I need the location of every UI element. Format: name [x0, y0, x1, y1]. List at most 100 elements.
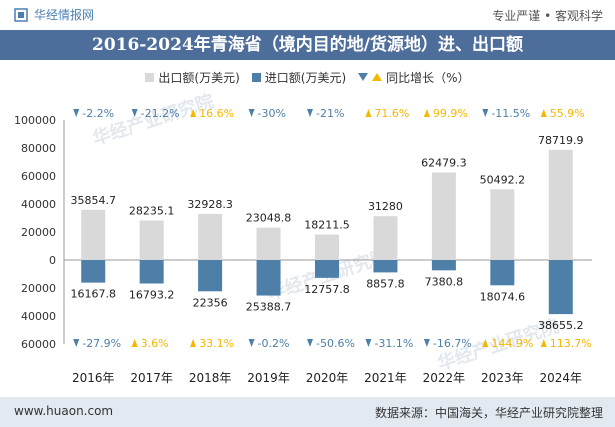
legend-swatch-export: [145, 72, 155, 82]
export-value-label: 35854.7: [70, 194, 116, 207]
x-tick-label: 2024年: [540, 371, 583, 385]
export-bar: [490, 189, 515, 260]
export-bar: [315, 234, 339, 260]
growth-down-icon: [73, 339, 80, 347]
import-growth-label: -16.7%: [433, 337, 472, 350]
y-tick-label: 60000: [21, 338, 56, 351]
export-value-label: 23048.8: [246, 212, 292, 225]
legend-label-import: 进口额(万美元): [264, 70, 347, 85]
export-growth-label: -21%: [316, 107, 344, 120]
import-bar: [139, 260, 164, 284]
legend-item-export: 出口额(万美元): [145, 69, 240, 86]
export-value-label: 32928.3: [187, 198, 233, 211]
import-growth-label: -0.2%: [258, 337, 290, 350]
export-growth-label: -21.2%: [141, 107, 180, 120]
import-value-label: 16167.8: [70, 288, 116, 301]
import-bar: [81, 260, 106, 283]
import-value-label: 25388.7: [246, 301, 292, 314]
legend-growth-down-icon: [358, 73, 369, 81]
growth-up-icon: [540, 339, 547, 347]
x-tick-label: 2020年: [306, 371, 349, 385]
export-bar: [139, 220, 164, 260]
growth-down-icon: [73, 109, 80, 117]
x-tick-label: 2021年: [364, 371, 407, 385]
y-tick-label: 80000: [21, 142, 56, 155]
growth-up-icon: [423, 109, 430, 117]
export-value-label: 50492.2: [480, 173, 526, 186]
y-tick-label: 20000: [21, 282, 56, 295]
growth-down-icon: [307, 339, 313, 347]
growth-down-icon: [482, 109, 489, 117]
y-tick-label: 40000: [21, 310, 56, 323]
import-growth-label: -27.9%: [82, 337, 121, 350]
y-tick-label: 0: [49, 254, 56, 267]
y-tick-label: 20000: [21, 226, 56, 239]
import-value-label: 38655.2: [538, 319, 584, 332]
x-tick-label: 2017年: [130, 371, 173, 385]
import-growth-label: -50.6%: [316, 337, 355, 350]
growth-up-icon: [131, 339, 138, 347]
x-tick-label: 2023年: [481, 371, 524, 385]
brand[interactable]: 华经情报网: [14, 6, 94, 23]
import-growth-label: 33.1%: [199, 337, 234, 350]
import-growth-label: 144.9%: [491, 337, 533, 350]
growth-down-icon: [423, 339, 430, 347]
import-value-label: 8857.8: [366, 277, 405, 290]
import-value-label: 18074.6: [480, 290, 526, 303]
growth-down-icon: [248, 339, 255, 347]
import-value-label: 22356: [193, 296, 228, 309]
import-bar: [431, 260, 456, 271]
growth-up-icon: [190, 339, 197, 347]
y-tick-label: 40000: [21, 198, 56, 211]
top-bar: 华经情报网 专业严谨 • 客观科学: [0, 0, 615, 28]
export-growth-label: 16.6%: [199, 107, 234, 120]
slogan: 专业严谨 • 客观科学: [492, 9, 603, 23]
import-value-label: 7380.8: [425, 275, 464, 288]
y-tick-label: 60000: [21, 170, 56, 183]
legend-label-export: 出口额(万美元): [158, 70, 240, 85]
import-bar: [256, 260, 281, 296]
x-tick-label: 2018年: [189, 371, 232, 385]
import-bar: [548, 260, 573, 315]
import-value-label: 12757.8: [304, 283, 350, 296]
growth-down-icon: [307, 109, 313, 117]
x-tick-label: 2016年: [72, 371, 115, 385]
import-growth-label: -31.1%: [374, 337, 413, 350]
legend: 出口额(万美元) 进口额(万美元) 同比增长（%）: [0, 66, 615, 88]
growth-down-icon: [131, 109, 138, 117]
export-bar: [81, 209, 106, 260]
footer: www.huaon.com 数据来源：中国海关，华经产业研究院整理: [0, 397, 615, 427]
chart: 华经产业研究院华经产业研究院华经产业研究院1000008000060000400…: [14, 90, 592, 385]
import-bar: [373, 260, 398, 273]
export-bar: [548, 149, 573, 260]
import-bar: [198, 260, 223, 292]
export-growth-label: 71.6%: [374, 107, 409, 120]
export-bar: [256, 227, 281, 260]
footer-source: 数据来源：中国海关，华经产业研究院整理: [374, 406, 603, 420]
export-bar: [431, 172, 456, 260]
growth-down-icon: [248, 109, 255, 117]
legend-item-import: 进口额(万美元): [251, 69, 347, 86]
import-growth-label: 3.6%: [141, 337, 169, 350]
growth-down-icon: [365, 339, 372, 347]
x-tick-label: 2022年: [423, 371, 466, 385]
footer-site[interactable]: www.huaon.com: [14, 404, 114, 418]
import-growth-label: 113.7%: [550, 337, 592, 350]
export-growth-label: 99.9%: [433, 107, 468, 120]
export-growth-label: 55.9%: [550, 107, 585, 120]
growth-up-icon: [482, 339, 489, 347]
import-bar: [490, 260, 515, 286]
export-value-label: 62479.3: [421, 157, 467, 170]
export-bar: [373, 216, 398, 260]
export-value-label: 28235.1: [129, 204, 175, 217]
legend-item-growth: 同比增长（%）: [358, 69, 470, 86]
chart-title: 2016-2024年青海省（境内目的地/货源地）进、出口额: [0, 30, 615, 60]
y-tick-label: 100000: [14, 114, 56, 127]
x-tick-label: 2019年: [247, 371, 290, 385]
export-growth-label: -30%: [258, 107, 286, 120]
legend-label-growth: 同比增长（%）: [386, 70, 470, 85]
import-bar: [315, 260, 339, 278]
export-bar: [198, 213, 223, 260]
growth-up-icon: [540, 109, 547, 117]
